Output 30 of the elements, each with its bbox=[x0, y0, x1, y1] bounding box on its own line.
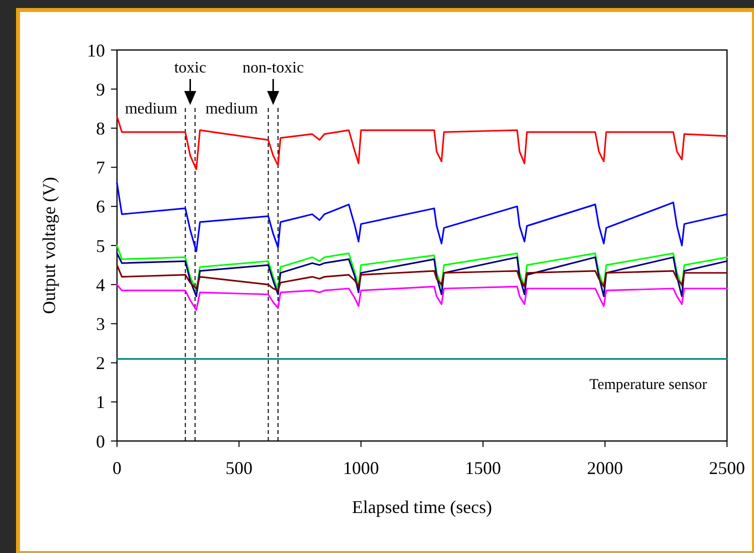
line-series bbox=[116, 116, 728, 170]
x-tick-label: 500 bbox=[226, 458, 252, 478]
y-tick-label: 5 bbox=[96, 236, 105, 256]
annotation: non-toxic bbox=[242, 60, 304, 77]
y-tick-label: 6 bbox=[96, 196, 105, 217]
y-tick-label: 1 bbox=[96, 392, 105, 412]
x-tick-label: 2000 bbox=[587, 458, 623, 478]
y-tick-label: 10 bbox=[87, 40, 105, 60]
series-label: Temperature sensor bbox=[589, 376, 707, 393]
y-tick-label: 9 bbox=[96, 79, 105, 100]
y-tick-label: 7 bbox=[96, 158, 105, 178]
line-series bbox=[116, 244, 728, 292]
annotation: toxic bbox=[174, 60, 206, 77]
line-series bbox=[116, 182, 728, 252]
y-tick-label: 2 bbox=[96, 353, 105, 374]
x-tick-label: 0 bbox=[112, 458, 122, 478]
y-tick-label: 8 bbox=[96, 118, 105, 138]
y-tick-label: 0 bbox=[96, 431, 105, 452]
y-tick-label: 3 bbox=[96, 314, 105, 334]
line-series bbox=[116, 284, 728, 311]
x-tick-label: 1000 bbox=[343, 458, 379, 478]
line-series bbox=[116, 264, 728, 292]
annotation: medium bbox=[205, 100, 258, 118]
line-series bbox=[116, 252, 728, 298]
y-tick-label: 4 bbox=[96, 274, 105, 295]
x-tick-label: 1500 bbox=[465, 458, 501, 478]
y-axis-title: Output voltage (V) bbox=[39, 177, 59, 314]
x-axis-title: Elapsed time (secs) bbox=[352, 497, 492, 517]
x-tick-label: 2500 bbox=[709, 458, 745, 478]
annotation: medium bbox=[124, 100, 178, 118]
